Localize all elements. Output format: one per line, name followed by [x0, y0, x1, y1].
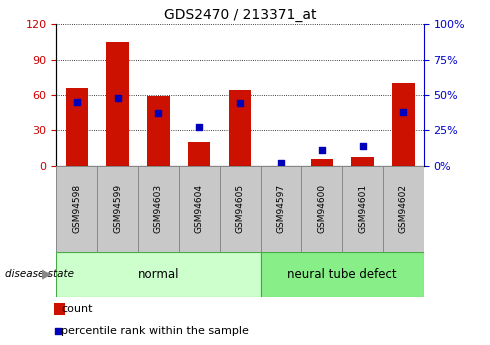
Bar [392, 83, 415, 166]
Point [196, 125, 203, 130]
Point [114, 95, 122, 100]
Title: GDS2470 / 213371_at: GDS2470 / 213371_at [164, 8, 317, 22]
Bar [351, 157, 374, 166]
Point [236, 101, 244, 106]
Text: disease state: disease state [5, 269, 74, 279]
Point [73, 99, 81, 105]
Text: ▶: ▶ [42, 268, 51, 281]
Bar [97, 166, 138, 252]
Text: GSM94597: GSM94597 [276, 184, 286, 233]
Text: count: count [61, 304, 93, 314]
Bar [106, 42, 129, 166]
Bar [220, 166, 261, 252]
Bar [301, 166, 342, 252]
Bar [229, 90, 251, 166]
Text: normal: normal [138, 268, 179, 281]
Text: GSM94598: GSM94598 [72, 184, 81, 233]
Text: GSM94601: GSM94601 [358, 184, 367, 233]
Text: GSM94600: GSM94600 [317, 184, 326, 233]
Point [318, 147, 326, 153]
Bar [188, 142, 211, 166]
Bar [56, 166, 97, 252]
Point [277, 160, 285, 166]
Bar [342, 166, 383, 252]
Bar [261, 166, 301, 252]
Bar [56, 252, 261, 297]
Bar [66, 88, 88, 166]
Text: GSM94599: GSM94599 [113, 184, 122, 233]
Bar [138, 166, 179, 252]
Bar [383, 166, 424, 252]
Text: GSM94605: GSM94605 [236, 184, 245, 233]
Text: percentile rank within the sample: percentile rank within the sample [61, 326, 249, 336]
Bar [261, 252, 424, 297]
Point [359, 143, 367, 149]
Point [54, 328, 62, 334]
Bar [179, 166, 220, 252]
Bar [311, 159, 333, 166]
Text: neural tube defect: neural tube defect [287, 268, 397, 281]
Text: GSM94604: GSM94604 [195, 184, 204, 233]
Point [399, 109, 407, 115]
Text: GSM94602: GSM94602 [399, 184, 408, 233]
Point [154, 110, 162, 116]
Bar [147, 96, 170, 166]
Text: GSM94603: GSM94603 [154, 184, 163, 233]
